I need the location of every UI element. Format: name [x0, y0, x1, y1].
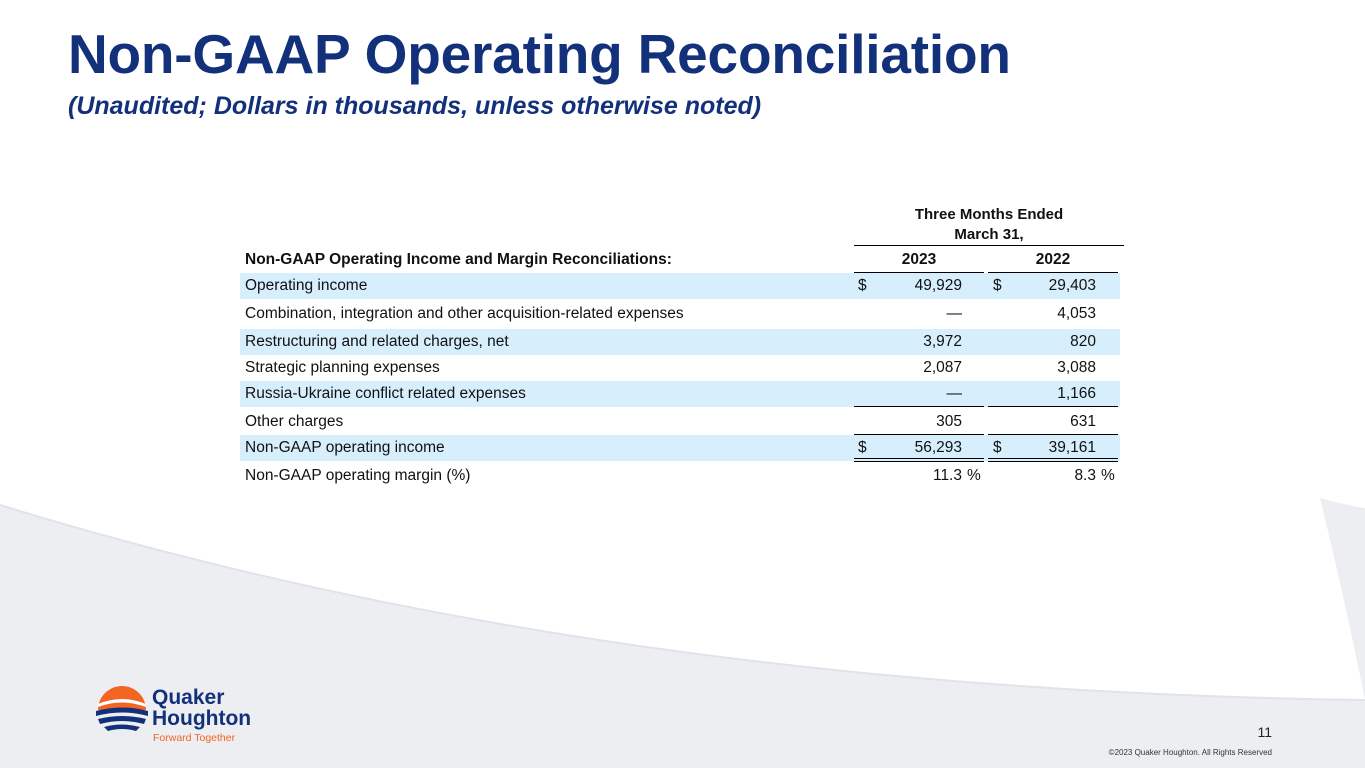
logo-tagline: Forward Together: [153, 732, 236, 744]
value-2023: 49,929: [914, 277, 962, 294]
value-2022: 1,166: [1057, 385, 1096, 402]
page-subtitle: (Unaudited; Dollars in thousands, unless…: [68, 92, 762, 120]
table-row: Non-GAAP operating margin (%) 11.3 % 8.3…: [240, 461, 1120, 491]
period-header: Three Months Ended March 31,: [854, 205, 1124, 246]
logo-line2: Houghton: [152, 707, 251, 730]
subtotal-rule: [988, 434, 1118, 435]
row-label: Operating income: [245, 277, 368, 294]
value-2023: 11.3: [932, 467, 962, 484]
value-2022: 29,403: [1048, 277, 1096, 294]
value-2023: —: [946, 385, 963, 402]
value-2022: 39,161: [1048, 439, 1096, 456]
table-row: Operating income $ 49,929 $ 29,403: [240, 273, 1120, 299]
value-2023: 3,972: [923, 333, 962, 350]
currency-symbol: $: [993, 439, 1002, 456]
subtotal-rule: [854, 434, 984, 435]
table-row: Restructuring and related charges, net 3…: [240, 329, 1120, 355]
currency-symbol: $: [993, 277, 1002, 294]
value-2023: —: [946, 305, 963, 322]
currency-symbol: $: [858, 277, 867, 294]
table-row: Russia-Ukraine conflict related expenses…: [240, 381, 1120, 407]
page-number: 11: [1257, 724, 1272, 740]
year-2023-header: 2023: [854, 247, 984, 273]
row-label: Combination, integration and other acqui…: [245, 305, 684, 322]
percent-sign: %: [1101, 467, 1115, 484]
value-2022: 8.3: [1074, 467, 1096, 484]
value-2023: 2,087: [923, 359, 962, 376]
value-2022: 820: [1070, 333, 1096, 350]
reconciliation-table: Non-GAAP Operating Income and Margin Rec…: [240, 247, 1120, 491]
row-label: Non-GAAP operating margin (%): [245, 467, 471, 484]
currency-symbol: $: [858, 439, 867, 456]
period-header-line1: Three Months Ended: [914, 206, 1064, 223]
period-header-line2: March 31,: [954, 226, 1024, 243]
copyright-notice: ©2023 Quaker Houghton. All Rights Reserv…: [1108, 748, 1272, 757]
subtotal-rule: [854, 406, 984, 407]
company-logo: Quaker Houghton Forward Together: [94, 680, 269, 751]
quaker-houghton-logo-icon: Quaker Houghton Forward Together: [96, 686, 251, 744]
row-label: Non-GAAP operating income: [245, 439, 445, 456]
total-double-rule: [988, 458, 1118, 462]
section-label: Non-GAAP Operating Income and Margin Rec…: [245, 251, 672, 268]
logo-line1: Quaker: [152, 686, 224, 709]
table-row: Other charges 305 631: [240, 407, 1120, 435]
value-2023: 305: [936, 413, 962, 430]
table-header-row: Non-GAAP Operating Income and Margin Rec…: [240, 247, 1120, 273]
value-2022: 631: [1070, 413, 1096, 430]
value-2023: 56,293: [914, 439, 962, 456]
year-2022-header: 2022: [988, 247, 1118, 273]
table-row: Strategic planning expenses 2,087 3,088: [240, 355, 1120, 381]
subtotal-rule: [988, 406, 1118, 407]
row-label: Strategic planning expenses: [245, 359, 440, 376]
total-double-rule: [854, 458, 984, 462]
value-2022: 4,053: [1057, 305, 1096, 322]
percent-sign: %: [967, 467, 981, 484]
value-2022: 3,088: [1057, 359, 1096, 376]
row-label: Russia-Ukraine conflict related expenses: [245, 385, 526, 402]
table-row: Non-GAAP operating income $ 56,293 $ 39,…: [240, 435, 1120, 462]
row-label: Other charges: [245, 413, 344, 430]
page-title: Non-GAAP Operating Reconciliation: [68, 23, 1011, 85]
row-label: Restructuring and related charges, net: [245, 333, 509, 350]
table-row: Combination, integration and other acqui…: [240, 299, 1120, 329]
